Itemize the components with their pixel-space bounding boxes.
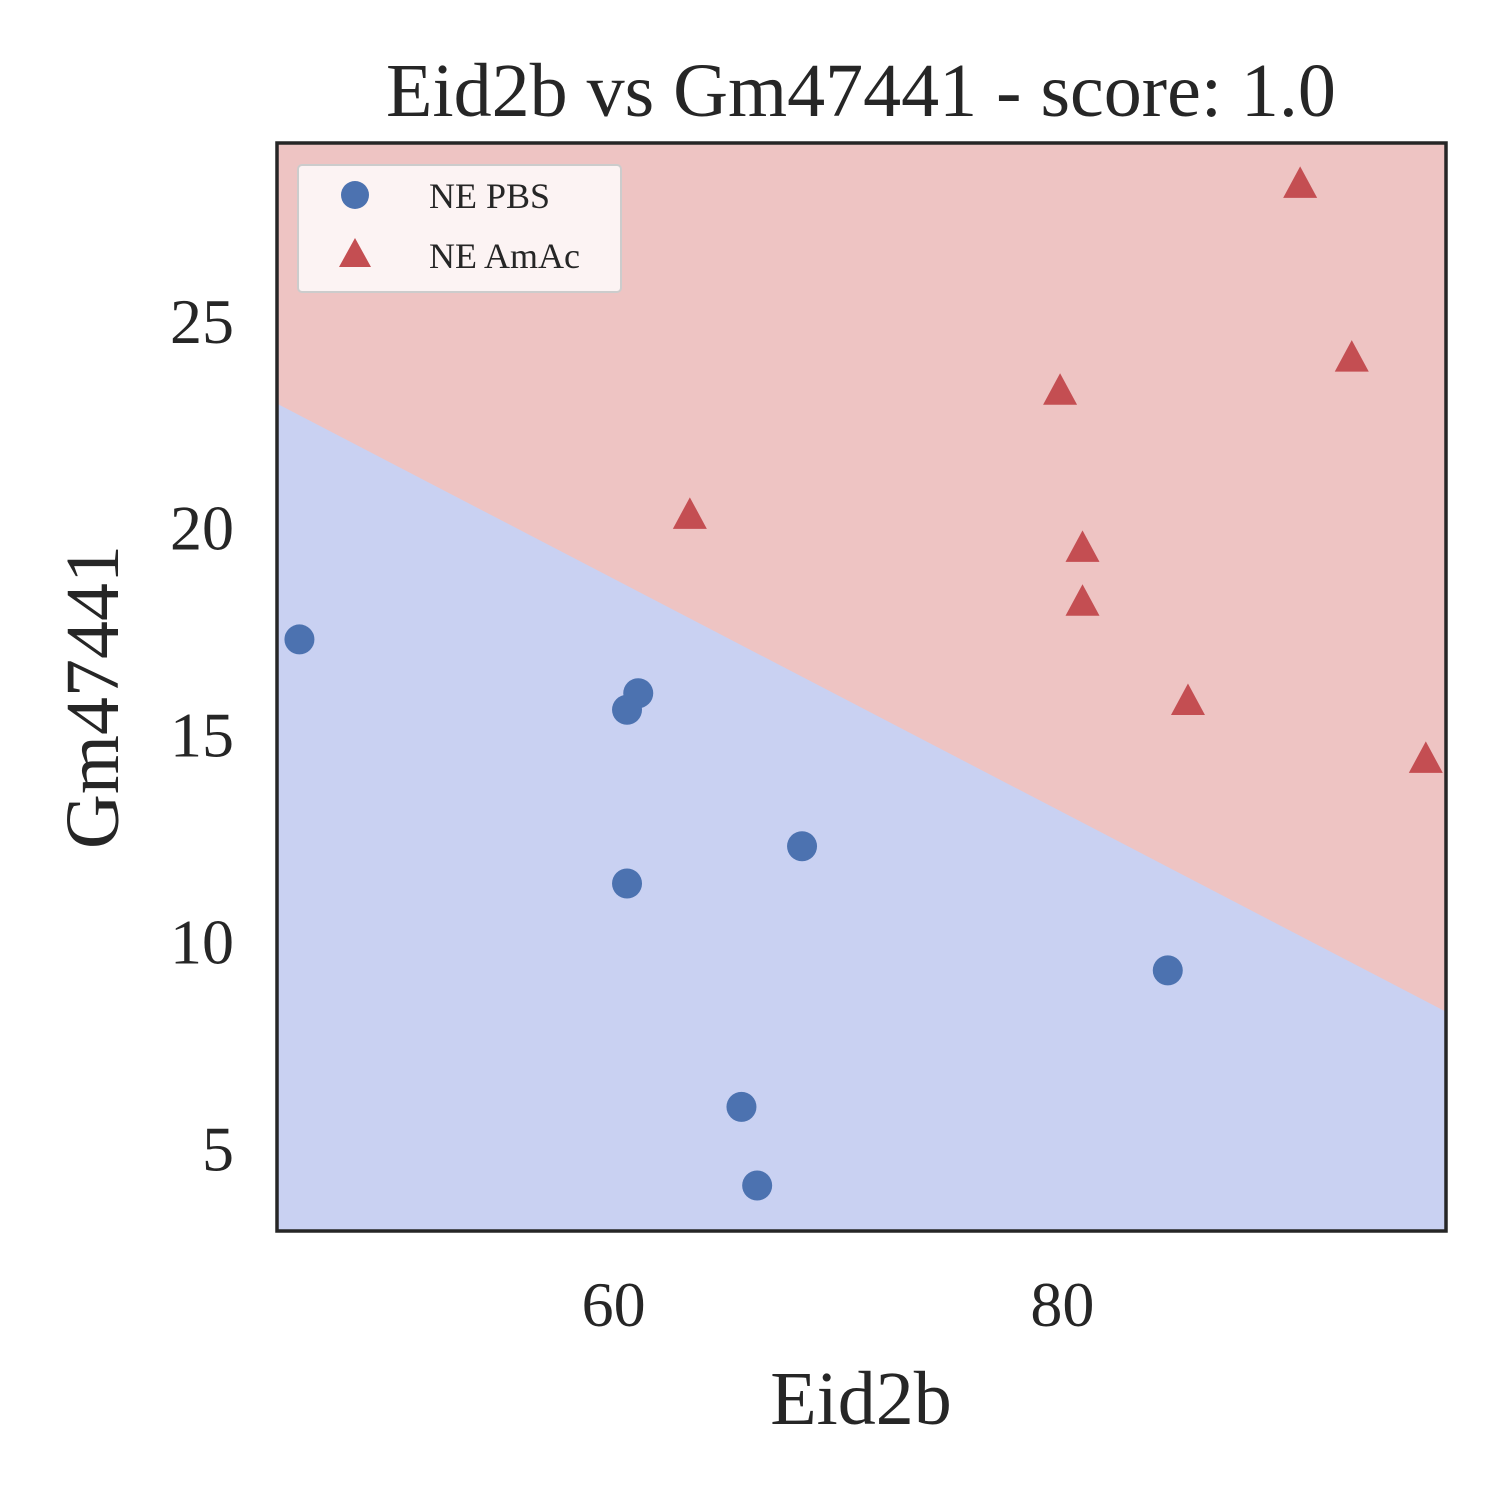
point-ne-pbs-0 bbox=[284, 624, 315, 655]
region-ne-pbs bbox=[277, 403, 1446, 1232]
point-ne-amac-3 bbox=[672, 497, 707, 529]
x-tick-label: 60 bbox=[582, 1269, 646, 1340]
plot-frame bbox=[275, 141, 1448, 1233]
point-ne-pbs-2 bbox=[612, 694, 643, 725]
axis-ticks: 60 80 5 10 15 20 25 bbox=[170, 286, 1094, 1340]
point-ne-amac-2 bbox=[1043, 373, 1078, 405]
point-ne-pbs-6 bbox=[726, 1091, 757, 1122]
x-tick-label: 80 bbox=[1030, 1269, 1094, 1340]
legend: NE PBS NE AmAc bbox=[297, 164, 622, 293]
point-ne-pbs-3 bbox=[787, 831, 818, 862]
legend-marker-ne-amac bbox=[339, 238, 371, 267]
point-ne-amac-0 bbox=[1283, 166, 1318, 198]
decision-regions bbox=[277, 143, 1446, 1232]
data-points bbox=[284, 166, 1443, 1201]
legend-label-ne-amac: NE AmAc bbox=[429, 236, 580, 276]
y-tick-label: 10 bbox=[170, 906, 234, 977]
x-axis-label: Eid2b bbox=[770, 1357, 952, 1441]
legend-label-ne-pbs: NE PBS bbox=[429, 176, 550, 216]
point-ne-amac-7 bbox=[1408, 741, 1443, 773]
point-ne-pbs-5 bbox=[1152, 955, 1183, 986]
y-axis-label: Gm47441 bbox=[51, 545, 135, 849]
y-tick-label: 20 bbox=[170, 493, 234, 564]
point-ne-amac-1 bbox=[1334, 340, 1369, 372]
legend-marker-ne-pbs bbox=[341, 181, 369, 209]
y-tick-label: 5 bbox=[202, 1113, 234, 1184]
point-ne-amac-6 bbox=[1170, 683, 1205, 715]
y-tick-label: 25 bbox=[170, 286, 234, 357]
point-ne-pbs-4 bbox=[612, 868, 643, 899]
point-ne-pbs-7 bbox=[742, 1170, 773, 1201]
point-ne-amac-4 bbox=[1065, 530, 1100, 562]
point-ne-amac-5 bbox=[1065, 584, 1100, 616]
chart-title: Eid2b vs Gm47441 - score: 1.0 bbox=[386, 49, 1336, 133]
y-tick-label: 15 bbox=[170, 700, 234, 771]
legend-box bbox=[297, 164, 622, 293]
